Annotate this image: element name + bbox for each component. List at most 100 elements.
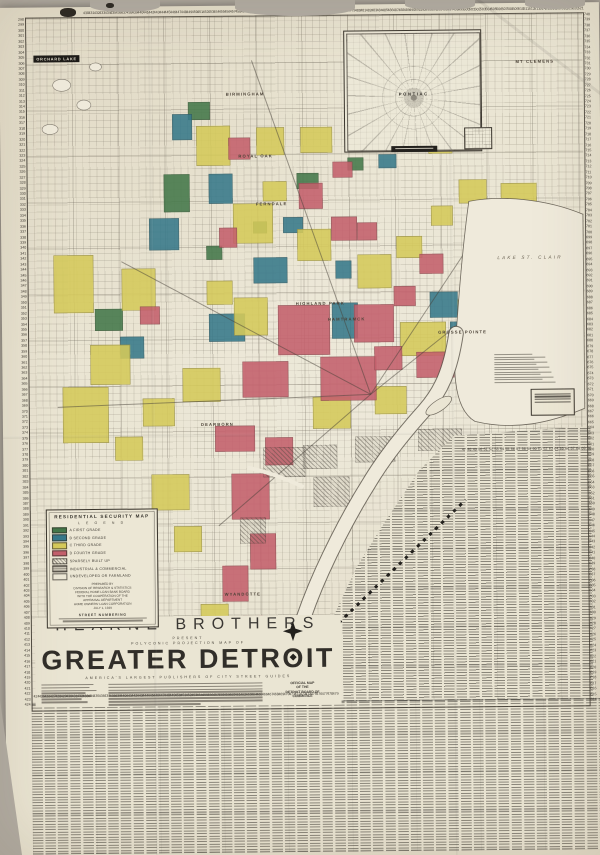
inset-caption (391, 145, 438, 153)
security-zone-grade-A (510, 298, 524, 325)
security-zone-grade-C (357, 254, 392, 289)
legend-entry: A FIRST GRADE (51, 526, 152, 534)
legend-entry: SPARSELY BUILT UP (52, 557, 152, 565)
security-zone-grade-C (196, 125, 231, 167)
map-label-hamtramck: HAMTRAMCK (327, 316, 366, 322)
security-zone-grade-D (219, 227, 238, 248)
security-zone-grade-C (256, 127, 285, 156)
security-zone-grade-C (233, 297, 269, 336)
security-zone-grade-C (500, 182, 537, 218)
security-zone-grade-B (208, 173, 233, 204)
security-zone-grade-C (206, 280, 233, 305)
torn-edge (525, 0, 585, 9)
security-zone-grade-D (277, 304, 331, 356)
ink-mark (60, 8, 76, 17)
official-name-line (41, 689, 97, 692)
legend-entry-label: SPARSELY BUILT UP (69, 558, 111, 564)
security-zone-grade-C (457, 299, 493, 328)
security-zone-grade-D (298, 182, 323, 210)
security-zone-grade-D (393, 285, 416, 307)
security-zone-grade-C (90, 344, 131, 386)
legend-swatch (52, 565, 68, 573)
map-label-ferndale: FERNDALE (255, 201, 288, 207)
security-zone-grade-B (171, 114, 193, 141)
poi-text-line (494, 376, 554, 379)
street-index-bottom-region (31, 698, 600, 855)
grid-number: 479 (332, 691, 339, 696)
poi-text-line (494, 371, 552, 374)
security-zone-grade-D (242, 361, 289, 398)
legend-swatch (51, 526, 67, 534)
legend-prepared-line: JULY 1, 1939 (93, 606, 112, 611)
paragraph-text-line (108, 699, 263, 703)
legend-subtitle: L E G E N D (77, 520, 126, 525)
map-label-highland-park: HIGHLAND PARK (295, 300, 345, 307)
poi-text-line (494, 359, 535, 361)
map-label-birmingham: BIRMINGHAM (225, 91, 265, 97)
legend-entry: INDUSTRIAL & COMMERCIAL (52, 565, 152, 573)
inset-caption-text-line (395, 147, 434, 150)
map-label-dearborn: DEARBORN (200, 421, 234, 427)
legend-swatch (52, 573, 68, 581)
legend-title: RESIDENTIAL SECURITY MAP (54, 513, 150, 520)
security-zone-grade-D (374, 346, 403, 371)
legend-prepared-by: PREPARED BY DIVISION OF RESEARCH & STATIS… (52, 582, 152, 611)
map-label-royal-oak: ROYAL OAK (238, 153, 273, 159)
security-zone-grade-D (419, 253, 444, 274)
security-zone-grade-I (263, 446, 306, 478)
security-zone-grade-C (53, 255, 94, 314)
poi-text-line (494, 373, 541, 376)
torn-edge (235, 0, 355, 16)
security-zone-grade-I (303, 444, 338, 469)
security-zone-grade-C (151, 474, 190, 511)
compass-rose-icon (282, 621, 303, 661)
security-zone-grade-I (313, 476, 350, 507)
legend-swatch (51, 534, 68, 542)
stamp-text-line (534, 395, 571, 398)
stamp-text-line (534, 393, 571, 395)
security-zone-grade-A (524, 240, 541, 293)
security-zone-grade-B (253, 257, 288, 284)
security-zone-grade-C (374, 386, 407, 415)
pontiac-inset-map: PONTIAC (343, 29, 483, 153)
security-zone-grade-I (239, 517, 267, 544)
points-of-interest-list (494, 353, 556, 385)
legend-entry: D FOURTH GRADE (52, 549, 152, 557)
security-zone-grade-B (148, 218, 180, 251)
legend-entry-label: UNDEVELOPED OR FARMLAND (69, 574, 131, 579)
security-zone-grade-A (163, 174, 190, 213)
stamp-text-line (534, 398, 571, 401)
security-zone-grade-D (320, 356, 377, 401)
official-name-line (41, 683, 94, 686)
security-zone-grade-C (458, 179, 487, 204)
poi-text-line (494, 364, 537, 366)
legend-swatch (52, 542, 68, 550)
poi-text-line (494, 356, 546, 359)
legend-swatch (52, 550, 68, 557)
legend-entries: A FIRST GRADE B SECOND GRADE C THIRD GRADE… (51, 526, 153, 581)
legend-entry-label: A FIRST GRADE (69, 527, 101, 533)
security-zone-grade-C (297, 228, 332, 262)
security-zone-grade-D (416, 351, 455, 378)
security-zone-grade-D (356, 222, 378, 241)
pontiac-inset-streets: PONTIAC (346, 32, 482, 153)
map-label-lake-st-clair: LAKE ST. CLAIR (497, 254, 563, 261)
security-zone-grade-D (214, 425, 256, 452)
secondary-inset-map (464, 127, 493, 150)
legend-entry-label: B SECOND GRADE (69, 535, 107, 540)
poi-text-line (494, 361, 548, 364)
legend-entry: B SECOND GRADE (51, 534, 152, 542)
stamp-text-line (534, 401, 571, 403)
official-name-line (41, 701, 88, 704)
map-label-grosse-pointe: GROSSE POINTE (438, 329, 488, 335)
security-zone-grade-C (262, 181, 287, 202)
poi-text-line (494, 369, 539, 371)
security-zone-grade-C (173, 525, 203, 553)
grid-number: 614 (590, 697, 597, 702)
official-name-line (41, 698, 82, 701)
official-name-line (41, 686, 90, 689)
security-zone-grade-C (232, 203, 274, 244)
legend-entry-label: INDUSTRIAL & COMMERCIAL (69, 566, 127, 571)
